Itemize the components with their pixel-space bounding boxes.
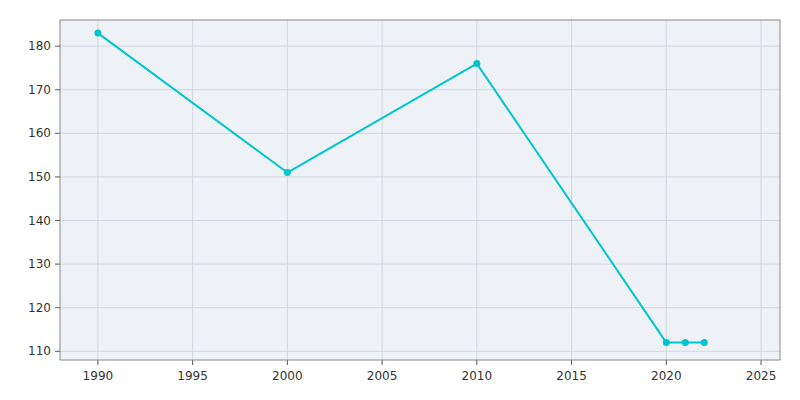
y-grid-line	[60, 46, 780, 47]
plot-frame	[60, 20, 780, 360]
y-tick-label: 120	[28, 301, 51, 315]
y-grid-line	[60, 176, 780, 177]
y-grid-line	[60, 220, 780, 221]
x-tick	[476, 360, 477, 365]
x-tick-label: 2020	[651, 369, 682, 383]
x-grid-line	[476, 20, 477, 360]
y-grid-line	[60, 307, 780, 308]
x-grid-line	[97, 20, 98, 360]
x-tick-label: 2015	[556, 369, 587, 383]
x-tick	[97, 360, 98, 365]
x-tick-label: 2010	[462, 369, 493, 383]
x-tick-label: 1990	[83, 369, 114, 383]
marker	[473, 60, 480, 67]
grid	[60, 20, 780, 360]
x-grid-line	[192, 20, 193, 360]
x-grid-line	[761, 20, 762, 360]
x-tick	[382, 360, 383, 365]
y-tick	[55, 351, 60, 352]
y-grid-line	[60, 133, 780, 134]
x-tick	[192, 360, 193, 365]
y-grid-line	[60, 264, 780, 265]
x-tick	[666, 360, 667, 365]
y-tick	[55, 46, 60, 47]
marker	[94, 30, 101, 37]
y-tick	[55, 176, 60, 177]
y-tick-label: 130	[28, 257, 51, 271]
y-tick	[55, 89, 60, 90]
chart: 1990 1995 2000 2005 2010 2015 2020 2025 110 120 13…	[0, 0, 800, 400]
y-tick-label: 170	[28, 83, 51, 97]
x-tick-label: 2005	[367, 369, 398, 383]
marker	[284, 169, 291, 176]
y-tick	[55, 220, 60, 221]
x-tick-label: 1995	[177, 369, 208, 383]
x-tick	[571, 360, 572, 365]
series	[94, 30, 707, 346]
line	[98, 33, 704, 342]
y-tick-label: 180	[28, 39, 51, 53]
x-grid-line	[666, 20, 667, 360]
x-tick-label: 2000	[272, 369, 303, 383]
y-tick-label: 150	[28, 170, 51, 184]
y-tick	[55, 133, 60, 134]
plot-background	[60, 20, 780, 360]
y-grid-line	[60, 351, 780, 352]
x-grid-line	[287, 20, 288, 360]
x-tick	[287, 360, 288, 365]
chart-container: 1990 1995 2000 2005 2010 2015 2020 2025 110 120 13…	[0, 0, 800, 400]
y-tick	[55, 264, 60, 265]
x-tick-label: 2025	[746, 369, 777, 383]
marker	[701, 339, 708, 346]
marker	[663, 339, 670, 346]
y-tick-label: 110	[28, 344, 51, 358]
y-tick-label: 140	[28, 214, 51, 228]
y-tick-label: 160	[28, 126, 51, 140]
marker	[682, 339, 689, 346]
x-grid-line	[571, 20, 572, 360]
y-tick	[55, 307, 60, 308]
x-tick	[761, 360, 762, 365]
x-grid-line	[382, 20, 383, 360]
y-grid-line	[60, 89, 780, 90]
